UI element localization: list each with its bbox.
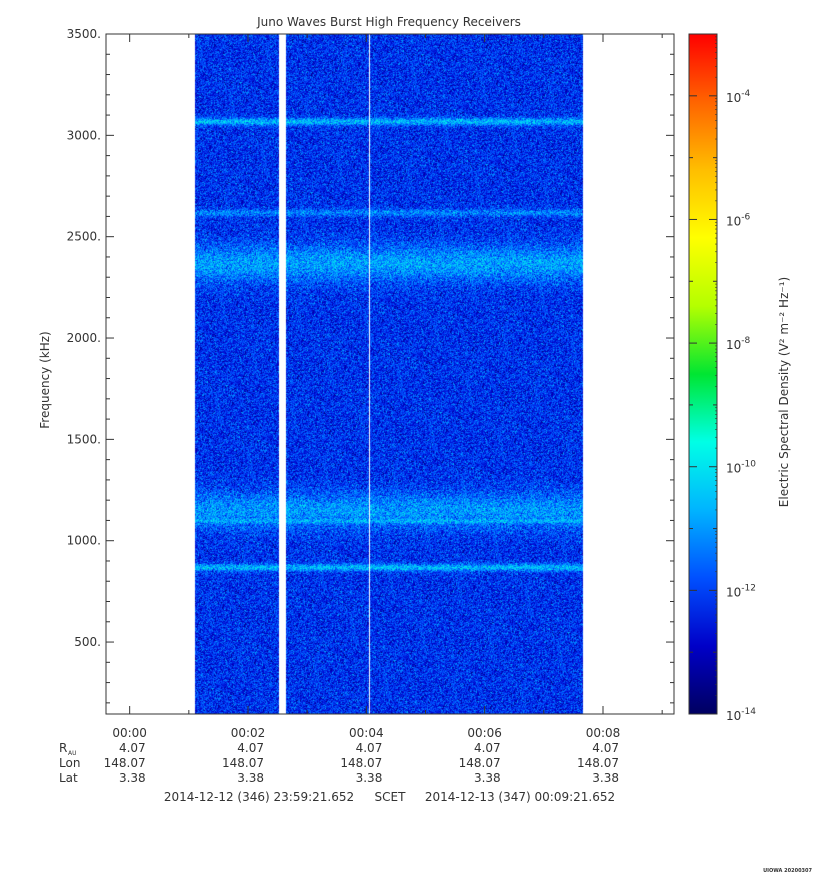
ephemeris-row-label: Lat [59,771,78,785]
spectrogram-raster [106,34,674,714]
y-tick-label: 500. [74,635,101,649]
x-tick-label: 00:04 [349,726,384,740]
colorbar-tick-label: 10-14 [726,707,756,723]
time-range-end: 2014-12-13 (347) 00:09:21.652 [425,790,615,804]
colorbar-scale [688,33,718,715]
colorbar-tick-label: 10-10 [726,460,756,476]
colorbar: 10-14 10-12 10-10 10-8 10-6 10-4 [688,33,756,723]
chart-title: Juno Waves Burst High Frequency Receiver… [256,15,521,29]
time-range-label: SCET [375,790,407,804]
colorbar-label: Electric Spectral Density (V² m⁻² Hz⁻¹) [777,277,791,507]
ephemeris-value: 3.38 [237,771,264,785]
ephemeris-row-sublabel: AU [68,750,77,757]
x-axis: 00:00 00:02 00:04 00:06 00:08 [112,34,663,740]
ephemeris-value: 3.38 [119,771,146,785]
ephemeris-value: 3.38 [474,771,501,785]
ephemeris-value: 4.07 [119,741,146,755]
colorbar-tick-label: 10-4 [726,89,751,105]
ephemeris-value: 148.07 [104,756,146,770]
ephemeris-value: 4.07 [356,741,383,755]
time-range: 2014-12-12 (346) 23:59:21.652 SCET 2014-… [164,790,615,804]
time-range-start: 2014-12-12 (346) 23:59:21.652 [164,790,354,804]
ephemeris-value: 4.07 [474,741,501,755]
colorbar-tick-exponent: -14 [741,707,756,717]
y-axis: 500. 1000. 1500. 2000. 2500. 3000. 3500. [67,27,674,704]
ephemeris-value: 3.38 [356,771,383,785]
x-tick-label: 00:02 [231,726,266,740]
colorbar-tick-exponent: -10 [741,460,756,470]
ephemeris-value: 4.07 [592,741,619,755]
y-tick-label: 1500. [67,432,101,446]
colorbar-tick-label: 10-12 [726,583,756,599]
ephemeris-value: 148.07 [577,756,619,770]
colorbar-tick-exponent: -4 [741,89,750,99]
credit-label: UIOWA 20200307 [763,868,812,874]
ephemeris-row-label: Lon [59,756,80,770]
ephemeris-value: 148.07 [459,756,501,770]
y-tick-label: 2500. [67,230,101,244]
y-axis-label: Frequency (kHz) [38,331,52,428]
plot-frame [105,33,675,715]
ephemeris-value: 148.07 [222,756,264,770]
colorbar-tick-label: 10-8 [726,336,751,352]
y-tick-label: 3000. [67,128,101,142]
x-tick-label: 00:06 [467,726,502,740]
colorbar-tick-exponent: -8 [741,336,750,346]
y-tick-label: 1000. [67,534,101,548]
x-tick-label: 00:08 [586,726,621,740]
colorbar-tick-label: 10-6 [726,212,751,228]
ephemeris-value: 3.38 [592,771,619,785]
ephemeris-table: R AU 4.07 4.07 4.07 4.07 4.07 Lon 148.07 148.07 14… [59,741,619,785]
colorbar-tick-exponent: -12 [741,583,756,593]
ephemeris-row-label: R [59,741,67,755]
y-tick-label: 3500. [67,27,101,41]
colorbar-tick-exponent: -6 [741,212,750,222]
ephemeris-value: 4.07 [237,741,264,755]
x-tick-label: 00:00 [112,726,147,740]
ephemeris-value: 148.07 [340,756,382,770]
y-tick-label: 2000. [67,331,101,345]
